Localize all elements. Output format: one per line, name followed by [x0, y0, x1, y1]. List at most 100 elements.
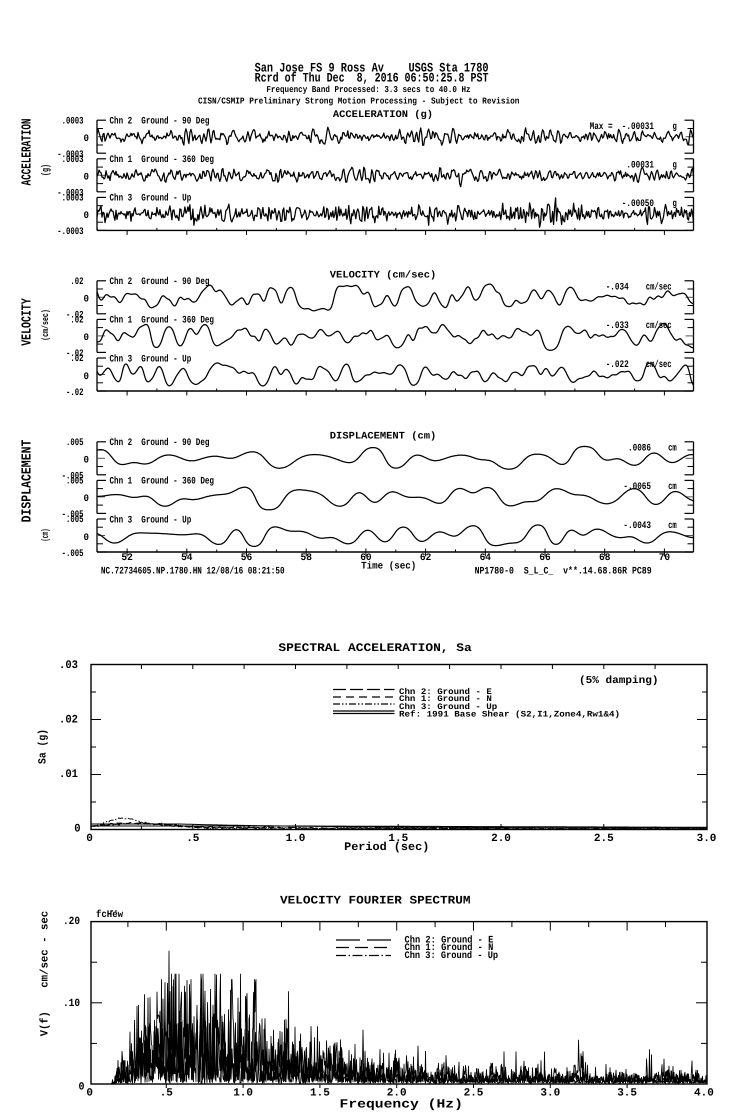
svg-text:.5: .5 — [186, 833, 200, 845]
svg-text:.10: .10 — [63, 998, 80, 1010]
svg-text:Chn 1 Ground - 360 Deg: Chn 1 Ground - 360 Deg — [110, 315, 214, 327]
svg-text:NP1780-0 S_L_C_ v**.14.68.86: NP1780-0 S_L_C_ v**.14.68.86R PC89 — [475, 566, 652, 578]
svg-text:-.02: -.02 — [66, 349, 84, 360]
svg-text:2.5: 2.5 — [594, 833, 614, 845]
svg-text:1.0: 1.0 — [286, 833, 306, 845]
svg-text:0: 0 — [86, 1088, 93, 1100]
svg-text:Chn 3: Ground - Up: Chn 3: Ground - Up — [399, 702, 497, 712]
svg-text:-.005: -.005 — [62, 472, 84, 483]
svg-text:.0003: .0003 — [62, 116, 84, 127]
svg-text:Sa (g): Sa (g) — [38, 729, 50, 764]
svg-text:62: 62 — [420, 553, 431, 564]
svg-text:cm/sec: cm/sec — [646, 359, 672, 371]
svg-text:cm: cm — [668, 444, 677, 455]
svg-text:4.0: 4.0 — [694, 1088, 714, 1100]
svg-text:0: 0 — [84, 211, 90, 222]
svg-text:-.02: -.02 — [66, 388, 84, 399]
svg-text:.20: .20 — [63, 916, 80, 928]
svg-text:V(f): V(f) — [39, 1011, 52, 1036]
svg-text:VELOCITY: VELOCITY — [20, 298, 35, 346]
svg-text:0: 0 — [84, 533, 90, 544]
svg-text:.0003: .0003 — [62, 155, 84, 166]
svg-text:cm: cm — [668, 521, 677, 532]
svg-text:0: 0 — [86, 833, 93, 845]
svg-text:VELOCITY (cm/sec): VELOCITY (cm/sec) — [330, 269, 436, 281]
svg-text:cm: cm — [668, 482, 677, 493]
svg-text:Chn 1: Ground - N: Chn 1: Ground - N — [399, 694, 492, 704]
svg-text:Chn 3 Ground - Up: Chn 3 Ground - Up — [110, 193, 192, 205]
svg-text:fcHew: fcHew — [96, 909, 123, 921]
svg-text:60: 60 — [360, 553, 371, 564]
svg-text:Time (sec): Time (sec) — [361, 560, 416, 572]
svg-text:SPECTRAL ACCELERATION, Sa: SPECTRAL ACCELERATION, Sa — [278, 642, 471, 655]
svg-text:.02: .02 — [59, 714, 78, 727]
svg-text:52: 52 — [121, 553, 132, 564]
svg-text:Chn 3 Ground - Up: Chn 3 Ground - Up — [110, 353, 192, 365]
svg-text:Chn 1 Ground - 360 Deg: Chn 1 Ground - 360 Deg — [110, 476, 214, 488]
svg-text:.02: .02 — [70, 316, 83, 327]
svg-text:Frequency Band Processed: 3.3: Frequency Band Processed: 3.3 secs to 40… — [266, 85, 470, 95]
svg-text:-.00050: -.00050 — [622, 199, 654, 210]
svg-text:1.5: 1.5 — [388, 833, 408, 845]
svg-text:Chn 1 Ground - 360 Deg: Chn 1 Ground - 360 Deg — [110, 154, 214, 166]
svg-text:(g): (g) — [40, 164, 52, 176]
svg-text:-.0003: -.0003 — [57, 150, 83, 161]
svg-text:g: g — [673, 199, 677, 210]
svg-text:2.0: 2.0 — [387, 1088, 407, 1100]
svg-text:-.034: -.034 — [606, 283, 629, 294]
svg-text:Chn 2: Ground - E: Chn 2: Ground - E — [399, 687, 492, 697]
svg-text:.02: .02 — [70, 277, 83, 288]
svg-text:Chn 2 Ground - 90 Deg: Chn 2 Ground - 90 Deg — [110, 437, 210, 449]
svg-text:Chn 2 Ground - 90 Deg: Chn 2 Ground - 90 Deg — [110, 116, 210, 128]
svg-text:.0003: .0003 — [62, 194, 84, 205]
svg-text:NC.72734605.NP.1780.HN 12/08/1: NC.72734605.NP.1780.HN 12/08/16 08:21:50 — [101, 566, 285, 578]
svg-text:58: 58 — [301, 553, 312, 564]
svg-text:-.005: -.005 — [62, 510, 84, 521]
svg-text:56: 56 — [241, 553, 252, 564]
svg-text:-.005: -.005 — [62, 549, 84, 560]
svg-text:cm/sec: cm/sec — [646, 282, 672, 294]
svg-text:(5% damping): (5% damping) — [579, 675, 659, 687]
svg-text:Chn 3: Ground - Up: Chn 3: Ground - Up — [405, 950, 499, 962]
svg-text:Chn 1: Ground - N: Chn 1: Ground - N — [405, 942, 494, 954]
svg-text:Ref: 1991 Base Shear (S2,I1,Zo: Ref: 1991 Base Shear (S2,I1,Zone4,Rw1&4) — [399, 710, 620, 720]
svg-text:CISN/CSMIP Preliminary Strong: CISN/CSMIP Preliminary Strong Motion Pro… — [198, 96, 519, 106]
svg-text:cm/sec: cm/sec — [646, 320, 672, 332]
svg-text:.005: .005 — [66, 438, 84, 449]
svg-text:-.02: -.02 — [66, 311, 84, 322]
svg-text:g: g — [673, 122, 677, 133]
svg-text:(cm/sec): (cm/sec) — [41, 309, 51, 341]
svg-text:DISPLACEMENT: DISPLACEMENT — [20, 439, 35, 522]
svg-text:3.0: 3.0 — [697, 833, 717, 845]
svg-text:ACCELERATION: ACCELERATION — [20, 118, 35, 185]
svg-text:-.0043: -.0043 — [623, 521, 651, 532]
svg-text:2.0: 2.0 — [491, 833, 511, 845]
svg-text:3.5: 3.5 — [617, 1088, 637, 1100]
svg-text:0: 0 — [84, 173, 90, 184]
svg-text:Chn 2 Ground - 90 Deg: Chn 2 Ground - 90 Deg — [110, 276, 210, 288]
svg-text:0: 0 — [84, 295, 90, 306]
svg-text:0: 0 — [74, 823, 80, 836]
svg-text:.01: .01 — [59, 768, 78, 781]
svg-text:ACCELERATION (g): ACCELERATION (g) — [333, 109, 433, 121]
svg-text:0: 0 — [84, 134, 90, 145]
svg-text:.00031: .00031 — [626, 161, 654, 172]
svg-text:g: g — [673, 161, 677, 172]
svg-text:70: 70 — [659, 553, 670, 564]
svg-text:0: 0 — [79, 1082, 85, 1094]
svg-text:DISPLACEMENT (cm): DISPLACEMENT (cm) — [330, 430, 436, 442]
svg-text:3.0: 3.0 — [540, 1088, 560, 1100]
svg-text:-.0003: -.0003 — [57, 227, 83, 238]
svg-text:Frequency (Hz): Frequency (Hz) — [340, 1098, 463, 1112]
svg-text:Chn 3 Ground - Up: Chn 3 Ground - Up — [110, 514, 192, 526]
svg-text:66: 66 — [539, 553, 550, 564]
svg-text:.005: .005 — [66, 477, 84, 488]
svg-text:Rcrd of Thu Dec 8, 2016 06:50: Rcrd of Thu Dec 8, 2016 06:50:25.8 PST — [255, 71, 489, 86]
svg-text:0: 0 — [84, 494, 90, 505]
svg-text:68: 68 — [599, 553, 610, 564]
svg-text:64: 64 — [480, 553, 491, 564]
svg-text:0: 0 — [84, 333, 90, 344]
svg-text:.0086: .0086 — [628, 444, 651, 455]
svg-text:0: 0 — [84, 456, 90, 467]
svg-text:.03: .03 — [59, 659, 78, 672]
